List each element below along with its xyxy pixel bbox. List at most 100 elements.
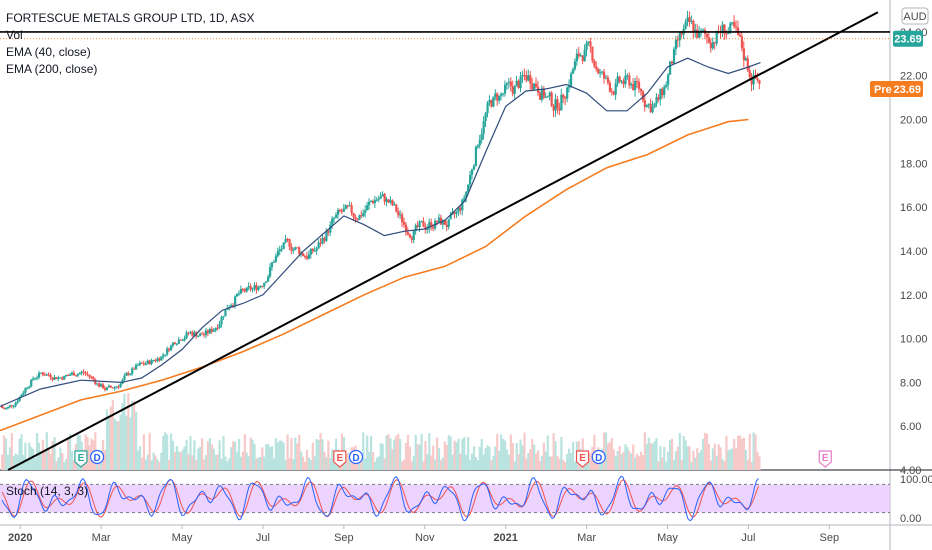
candle-body xyxy=(439,217,443,225)
volume-bar xyxy=(752,432,755,470)
candle-body xyxy=(22,392,25,395)
volume-bars xyxy=(1,393,761,470)
volume-bar xyxy=(564,461,567,470)
volume-bar xyxy=(754,434,757,470)
legend-ema200[interactable]: EMA (200, close) xyxy=(6,62,97,76)
event-marker-letter: E xyxy=(336,453,343,464)
volume-bar xyxy=(604,432,608,470)
candle-body xyxy=(20,394,23,398)
candle-body xyxy=(72,372,76,376)
candle-body xyxy=(550,92,553,107)
candle-body xyxy=(684,21,687,29)
candle-body xyxy=(67,375,70,377)
volume-bar xyxy=(265,444,268,470)
candle-body xyxy=(665,84,668,87)
candle-body xyxy=(100,384,103,387)
volume-bar xyxy=(738,435,742,470)
earnings-marker: E xyxy=(818,450,832,468)
candle-body xyxy=(484,113,487,122)
candle-body xyxy=(193,332,196,336)
candle-body xyxy=(138,362,142,365)
candle-body xyxy=(401,214,404,223)
candle-body xyxy=(154,360,157,362)
legend-ema40[interactable]: EMA (40, close) xyxy=(6,45,91,59)
candle-body xyxy=(125,373,128,376)
volume-bar xyxy=(517,453,520,470)
volume-bar xyxy=(160,452,163,470)
candle-body xyxy=(39,372,43,374)
candle-body xyxy=(430,222,433,228)
volume-bar xyxy=(500,434,503,470)
y-tick-label: 22.00 xyxy=(900,71,928,83)
candle-body xyxy=(465,191,468,198)
volume-bar xyxy=(61,453,64,470)
candle-body xyxy=(412,230,415,240)
candle-body xyxy=(393,204,396,206)
volume-bar xyxy=(566,453,569,470)
candle-body xyxy=(746,58,749,71)
candle-body xyxy=(41,372,45,375)
candle-body xyxy=(540,88,544,100)
volume-bar xyxy=(469,459,472,470)
stoch-label[interactable]: Stoch (14, 3, 3) xyxy=(6,484,88,498)
candle-body xyxy=(47,374,50,376)
candle-body xyxy=(302,253,305,256)
candle-body xyxy=(179,339,182,341)
volume-bar xyxy=(210,444,213,470)
volume-bar xyxy=(43,451,46,470)
candle-body xyxy=(241,288,245,290)
candle-body xyxy=(220,317,223,325)
legend-vol[interactable]: Vol xyxy=(6,28,23,42)
candle-body xyxy=(637,81,641,89)
candle-body xyxy=(284,239,287,243)
volume-bar xyxy=(298,434,301,470)
candle-body xyxy=(204,330,208,335)
candle-body xyxy=(612,91,615,95)
candle-body xyxy=(270,262,274,268)
time-axis[interactable]: 2020 Mar May Jul Sep Nov 2021 Mar May Jul Sep xyxy=(8,525,839,544)
candle-body xyxy=(725,33,728,35)
candle-body xyxy=(521,75,524,77)
volume-bar xyxy=(420,433,423,470)
candle-body xyxy=(70,372,74,375)
volume-bar xyxy=(703,432,707,470)
candle-body xyxy=(166,348,169,355)
candle-body xyxy=(175,343,178,345)
volume-bar xyxy=(709,460,712,470)
candle-body xyxy=(267,276,270,282)
candle-body xyxy=(690,20,693,22)
candle-body xyxy=(416,225,419,228)
candle-body xyxy=(626,75,629,77)
candle-body xyxy=(183,338,186,341)
candle-body xyxy=(406,232,410,235)
candle-body xyxy=(156,358,159,362)
volume-bar xyxy=(325,457,328,470)
volume-bar xyxy=(688,446,691,470)
currency-badge[interactable] xyxy=(901,7,929,25)
volume-bar xyxy=(641,455,645,470)
volume-bar xyxy=(756,451,759,470)
volume-bar xyxy=(721,459,724,470)
candle-body xyxy=(391,200,394,206)
x-tick-label: Sep xyxy=(820,532,840,544)
candle-body xyxy=(162,354,165,357)
candle-body xyxy=(459,207,462,211)
volume-bar xyxy=(169,433,173,470)
volume-bar xyxy=(702,438,705,470)
candle-body xyxy=(688,17,691,22)
candle-body xyxy=(354,217,357,220)
volume-bar xyxy=(626,447,629,470)
volume-bar xyxy=(560,436,563,470)
candle-body xyxy=(715,30,718,44)
candle-body xyxy=(387,199,390,203)
candle-body xyxy=(562,94,565,98)
candle-body xyxy=(268,267,272,277)
volume-bar xyxy=(457,438,460,470)
candle-body xyxy=(678,32,681,41)
candle-body xyxy=(669,61,672,75)
candle-body xyxy=(505,82,509,85)
volume-bar xyxy=(280,440,283,470)
candle-body xyxy=(362,212,365,217)
volume-bar xyxy=(255,458,258,470)
